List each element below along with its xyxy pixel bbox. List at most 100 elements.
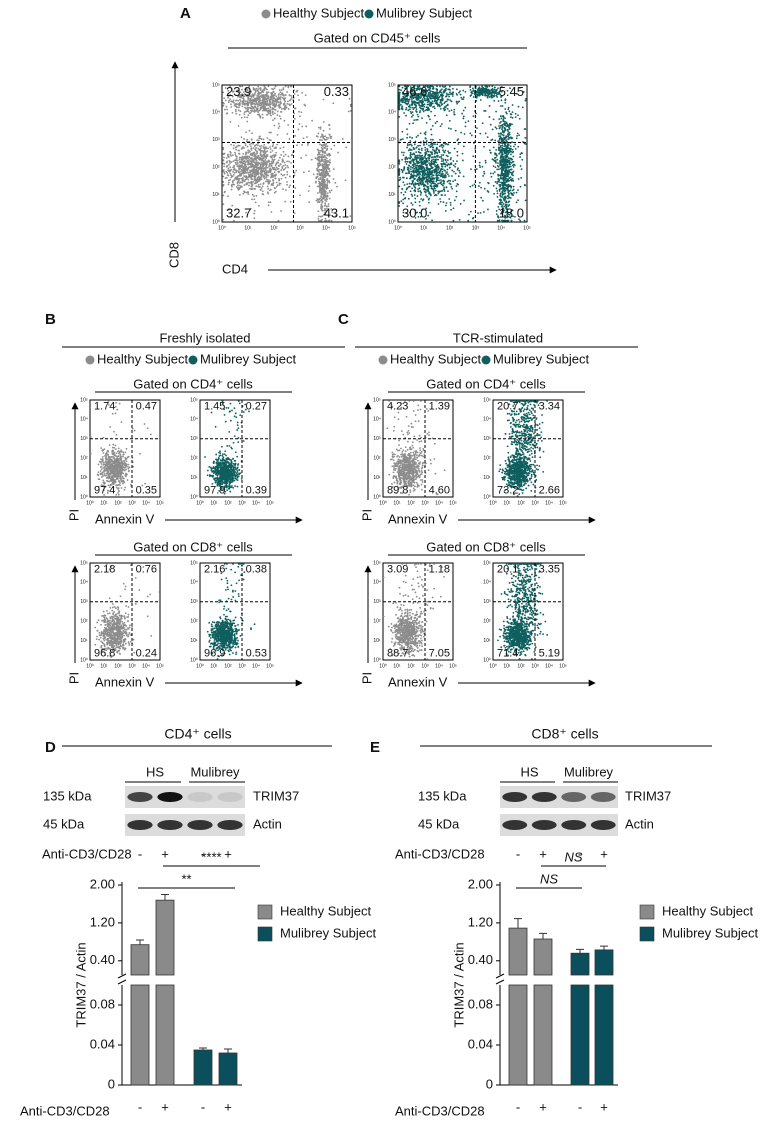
event-dot	[436, 85, 438, 88]
event-dot	[99, 470, 102, 472]
event-dot	[260, 145, 263, 147]
event-dot	[290, 103, 293, 105]
event-dot	[425, 157, 428, 160]
event-dot	[234, 103, 237, 105]
event-dot	[492, 172, 495, 175]
event-dot	[270, 114, 272, 117]
event-dot	[240, 116, 243, 119]
event-dot	[510, 150, 513, 153]
event-dot	[246, 104, 249, 107]
event-dot	[289, 184, 292, 187]
event-dot	[255, 172, 258, 175]
event-dot	[287, 155, 290, 158]
event-dot	[402, 202, 404, 205]
quadrant-value: 30.0	[402, 206, 427, 221]
event-dot	[452, 170, 455, 173]
event-dot	[424, 133, 427, 136]
event-dot	[503, 130, 506, 133]
event-dot	[251, 153, 254, 156]
event-dot	[426, 176, 429, 178]
event-dot	[514, 143, 517, 146]
event-dot	[432, 177, 435, 180]
event-dot	[260, 153, 262, 156]
event-dot	[493, 193, 496, 195]
event-dot	[475, 96, 478, 99]
event-dot	[231, 185, 233, 188]
event-dot	[299, 194, 301, 197]
event-dot	[432, 188, 434, 191]
event-dot	[274, 175, 277, 177]
event-dot	[416, 164, 419, 167]
event-dot	[500, 132, 502, 135]
event-dot	[494, 152, 496, 155]
event-dot	[267, 187, 270, 190]
event-dot	[257, 204, 260, 207]
event-dot	[429, 138, 432, 141]
event-dot	[493, 99, 496, 102]
event-dot	[332, 168, 335, 171]
y-tick-label: 10¹	[388, 192, 396, 198]
event-dot	[115, 452, 118, 455]
event-dot	[270, 160, 273, 163]
event-dot	[317, 159, 320, 162]
event-dot	[245, 152, 248, 155]
event-dot	[415, 146, 418, 149]
event-dot	[320, 196, 323, 199]
event-dot	[500, 168, 503, 171]
event-dot	[445, 186, 448, 189]
event-dot	[398, 162, 401, 165]
event-dot	[413, 143, 416, 146]
event-dot	[440, 123, 443, 125]
event-dot	[498, 164, 501, 166]
event-dot	[443, 169, 446, 172]
event-dot	[266, 191, 269, 194]
event-dot	[429, 184, 432, 187]
event-dot	[416, 157, 419, 159]
event-dot	[245, 165, 248, 168]
event-dot	[280, 177, 283, 180]
event-dot	[476, 127, 478, 130]
event-dot	[278, 156, 281, 159]
event-dot	[321, 178, 324, 181]
event-dot	[496, 158, 499, 161]
event-dot	[230, 161, 233, 163]
event-dot	[278, 115, 281, 118]
event-dot	[473, 183, 476, 186]
event-dot	[349, 215, 352, 218]
quadrant-value: 0.33	[324, 84, 349, 99]
event-dot	[319, 163, 322, 166]
event-dot	[278, 97, 280, 100]
quadrant-value: 5.45	[499, 84, 524, 99]
event-dot	[257, 175, 260, 178]
event-dot	[252, 159, 255, 162]
event-dot	[278, 178, 280, 180]
event-dot	[258, 168, 261, 171]
event-dot	[237, 109, 240, 112]
event-dot	[286, 100, 289, 103]
event-dot	[461, 112, 464, 115]
event-dot	[422, 170, 424, 173]
event-dot	[424, 170, 427, 172]
event-dot	[246, 159, 249, 162]
event-dot	[333, 144, 336, 147]
event-dot	[469, 210, 472, 213]
event-dot	[496, 195, 499, 198]
quadrant-value: 43.1	[324, 206, 349, 221]
event-dot	[524, 199, 527, 202]
event-dot	[503, 167, 505, 169]
event-dot	[470, 134, 473, 137]
event-dot	[229, 151, 232, 154]
event-dot	[440, 183, 443, 186]
event-dot	[275, 181, 278, 184]
event-dot	[496, 190, 499, 192]
event-dot	[517, 199, 519, 202]
event-dot	[320, 191, 323, 194]
event-dot	[236, 187, 239, 190]
event-dot	[249, 173, 252, 176]
event-dot	[277, 164, 280, 167]
event-dot	[122, 455, 124, 458]
event-dot	[256, 169, 259, 172]
event-dot	[302, 137, 305, 140]
event-dot	[491, 128, 494, 131]
event-dot	[415, 108, 418, 111]
